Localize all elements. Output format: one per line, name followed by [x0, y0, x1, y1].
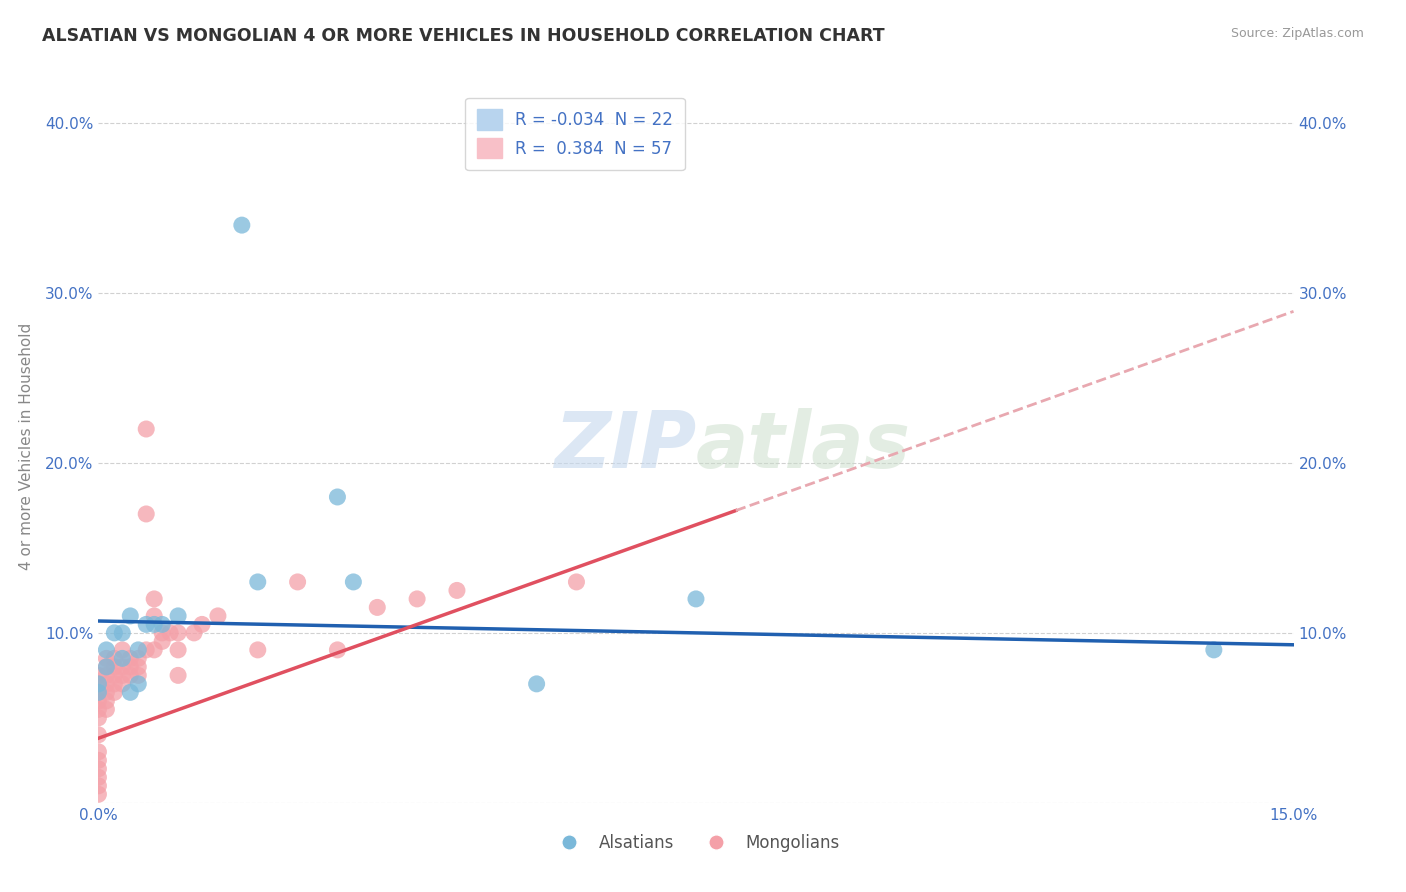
Point	[135, 422, 157, 436]
Point	[143, 643, 166, 657]
Point	[87, 668, 110, 682]
Point	[150, 626, 173, 640]
Point	[111, 677, 134, 691]
Point	[167, 608, 190, 623]
Point	[87, 745, 110, 759]
Point	[96, 660, 118, 674]
Point	[565, 574, 588, 589]
Point	[87, 677, 110, 691]
Point	[246, 574, 269, 589]
Text: Source: ZipAtlas.com: Source: ZipAtlas.com	[1230, 27, 1364, 40]
Legend: Alsatians, Mongolians: Alsatians, Mongolians	[546, 828, 846, 859]
Point	[103, 626, 125, 640]
Text: atlas: atlas	[696, 408, 911, 484]
Point	[87, 753, 110, 767]
Point	[207, 608, 229, 623]
Point	[159, 626, 181, 640]
Point	[96, 685, 118, 699]
Point	[96, 651, 118, 665]
Point	[120, 685, 142, 699]
Point	[526, 677, 548, 691]
Point	[120, 608, 142, 623]
Point	[287, 574, 309, 589]
Point	[87, 685, 110, 699]
Point	[120, 668, 142, 682]
Point	[183, 626, 205, 640]
Point	[143, 608, 166, 623]
Point	[111, 643, 134, 657]
Point	[127, 643, 149, 657]
Point	[167, 643, 190, 657]
Point	[87, 694, 110, 708]
Point	[103, 668, 125, 682]
Point	[366, 600, 388, 615]
Point	[103, 660, 125, 674]
Point	[342, 574, 364, 589]
Point	[87, 787, 110, 801]
Point	[135, 507, 157, 521]
Point	[120, 660, 142, 674]
Point	[135, 617, 157, 632]
Point	[96, 677, 118, 691]
Point	[111, 660, 134, 674]
Point	[87, 711, 110, 725]
Point	[111, 668, 134, 682]
Point	[120, 651, 142, 665]
Point	[127, 668, 149, 682]
Text: ALSATIAN VS MONGOLIAN 4 OR MORE VEHICLES IN HOUSEHOLD CORRELATION CHART: ALSATIAN VS MONGOLIAN 4 OR MORE VEHICLES…	[42, 27, 884, 45]
Point	[103, 685, 125, 699]
Point	[150, 634, 173, 648]
Point	[191, 617, 214, 632]
Point	[167, 668, 190, 682]
Point	[87, 702, 110, 716]
Point	[103, 677, 125, 691]
Point	[96, 643, 118, 657]
Y-axis label: 4 or more Vehicles in Household: 4 or more Vehicles in Household	[18, 322, 34, 570]
Point	[150, 617, 173, 632]
Point	[127, 660, 149, 674]
Point	[1202, 643, 1225, 657]
Text: ZIP: ZIP	[554, 408, 696, 484]
Point	[111, 626, 134, 640]
Point	[127, 677, 149, 691]
Point	[143, 617, 166, 632]
Point	[87, 728, 110, 742]
Point	[87, 770, 110, 784]
Point	[135, 643, 157, 657]
Point	[326, 643, 349, 657]
Point	[111, 651, 134, 665]
Point	[96, 660, 118, 674]
Point	[127, 651, 149, 665]
Point	[96, 702, 118, 716]
Point	[406, 591, 429, 606]
Point	[246, 643, 269, 657]
Point	[685, 591, 707, 606]
Point	[231, 218, 253, 232]
Point	[326, 490, 349, 504]
Point	[87, 762, 110, 776]
Point	[103, 651, 125, 665]
Point	[87, 677, 110, 691]
Point	[96, 694, 118, 708]
Point	[143, 591, 166, 606]
Point	[87, 779, 110, 793]
Point	[167, 626, 190, 640]
Point	[96, 668, 118, 682]
Point	[446, 583, 468, 598]
Point	[87, 685, 110, 699]
